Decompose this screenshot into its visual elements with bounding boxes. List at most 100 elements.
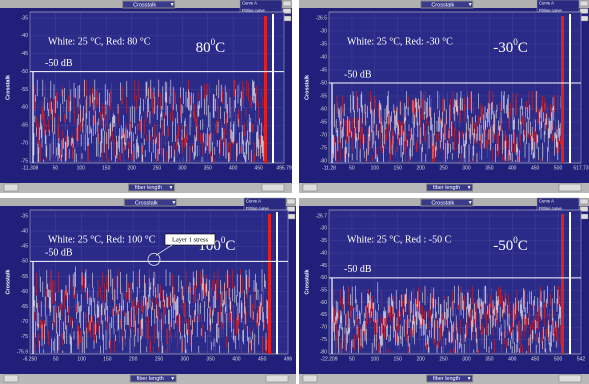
scroll-control[interactable] — [558, 183, 582, 192]
y-tick-label: -75 — [21, 158, 28, 164]
x-tick-label: 150 — [394, 165, 403, 171]
temperature-part: -50 — [493, 238, 513, 254]
legend-swatch — [579, 198, 589, 205]
legend-swatch — [286, 206, 296, 212]
y-tick-label: -45 — [21, 51, 28, 57]
menu-button[interactable] — [420, 0, 474, 9]
end-reflection-white — [276, 212, 278, 354]
trace-white — [33, 266, 270, 353]
y-tick-label: -35 — [21, 15, 28, 21]
temperature-label: 800C — [196, 37, 226, 56]
y-tick-label: -45 — [320, 263, 327, 269]
trace-white — [332, 91, 563, 162]
x-tick-label: 150 — [394, 356, 403, 362]
callout-circle — [147, 252, 161, 266]
legend-entry: Fitting curve — [246, 206, 269, 211]
condition-note: White: 25 °C, Red: 100 °C — [48, 234, 156, 245]
x-tick-label: 100 — [77, 356, 86, 362]
menu-label: Crosstalk — [431, 2, 454, 8]
x-tick-label: 50 — [349, 356, 355, 362]
x-menu-arrow: ▼ — [170, 376, 175, 382]
scroll-control[interactable] — [265, 374, 289, 383]
y-tick-label: -30 — [320, 28, 327, 34]
trace-white — [332, 282, 563, 353]
menu-button[interactable] — [122, 0, 176, 9]
y-tick-label: -75.9 — [17, 349, 29, 355]
x-tick-label: 400 — [232, 356, 241, 362]
x-tick-label: 250 — [153, 165, 162, 171]
zoom-control[interactable] — [3, 183, 19, 192]
x-menu-button[interactable] — [129, 374, 177, 383]
x-tick-label: 250 — [439, 165, 448, 171]
x-tick-label: 500 — [554, 165, 563, 171]
x-tick-label: 450 — [531, 356, 540, 362]
x-axis-label: fiber length — [433, 376, 460, 382]
y-tick-label: -50 — [320, 80, 327, 86]
x-tick-label: 400 — [508, 165, 517, 171]
y-tick-label: -55 — [320, 93, 327, 99]
legend-entry: Curve A — [539, 199, 554, 204]
y-tick-label: -65 — [21, 304, 28, 310]
legend-swatch — [579, 0, 589, 7]
y-tick-label: -40 — [320, 250, 327, 256]
y-tick-label: -35 — [21, 213, 28, 219]
callout-arrow — [155, 244, 173, 256]
menu-button[interactable] — [123, 198, 177, 207]
y-tick-label: -45 — [21, 244, 28, 250]
x-tick-label: 496 — [284, 356, 293, 362]
x-menu-button[interactable] — [426, 183, 474, 192]
y-tick-label: -50 — [320, 275, 327, 281]
y-tick-label: -55 — [320, 288, 327, 294]
end-reflection-white — [272, 14, 274, 163]
menu-arrow: ▼ — [171, 200, 176, 206]
y-tick-label: -75 — [320, 145, 327, 151]
end-reflection-white — [569, 14, 571, 163]
x-axis-label: fiber length — [433, 185, 460, 191]
zoom-control[interactable] — [3, 374, 19, 383]
legend-entry: Curve A — [246, 199, 261, 204]
x-tick-label: 50 — [53, 356, 59, 362]
x-menu-arrow: ▼ — [168, 185, 173, 191]
y-tick-label: -30 — [320, 226, 327, 232]
menu-arrow: ▼ — [170, 2, 175, 8]
menu-label: Crosstalk — [133, 2, 156, 8]
x-menu-button[interactable] — [127, 183, 175, 192]
y-tick-label: -80 — [320, 158, 327, 164]
y-tick-label: -65 — [21, 123, 28, 129]
legend-entry: Curve A — [242, 1, 257, 6]
scroll-control[interactable] — [261, 183, 285, 192]
threshold-label: -50 dB — [344, 264, 372, 275]
x-menu-arrow: ▼ — [467, 376, 472, 382]
legend-swatch — [282, 0, 292, 7]
condition-note: White: 25 °C, Red: 80 °C — [48, 36, 151, 47]
y-tick-label: -26.7 — [316, 213, 328, 219]
menu-label: Crosstalk — [431, 200, 454, 206]
x-tick-label: 400 — [508, 356, 517, 362]
scroll-control[interactable] — [558, 374, 582, 383]
temperature-part: C — [518, 238, 528, 254]
x-tick-label: 250 — [439, 356, 448, 362]
y-tick-label: -55 — [21, 274, 28, 280]
y-tick-label: -55 — [21, 87, 28, 93]
x-tick-label: 300 — [462, 165, 471, 171]
y-tick-label: -50 — [21, 259, 28, 265]
menu-button[interactable] — [420, 198, 474, 207]
x-tick-label: 100 — [371, 165, 380, 171]
end-reflection — [561, 214, 564, 354]
menu-arrow: ▼ — [468, 200, 473, 206]
y-axis-label: Crosstalk — [5, 269, 11, 295]
x-menu-button[interactable] — [426, 374, 474, 383]
y-tick-label: -75 — [320, 337, 327, 343]
y-tick-label: -40 — [21, 228, 28, 234]
legend-swatch — [282, 8, 292, 14]
zoom-control[interactable] — [302, 374, 318, 383]
temperature-label: -300C — [493, 37, 528, 56]
y-tick-label: -60 — [21, 105, 28, 111]
x-tick-label: 200 — [416, 356, 425, 362]
x-tick-label: -11.308 — [22, 165, 39, 171]
zoom-control[interactable] — [302, 183, 318, 192]
